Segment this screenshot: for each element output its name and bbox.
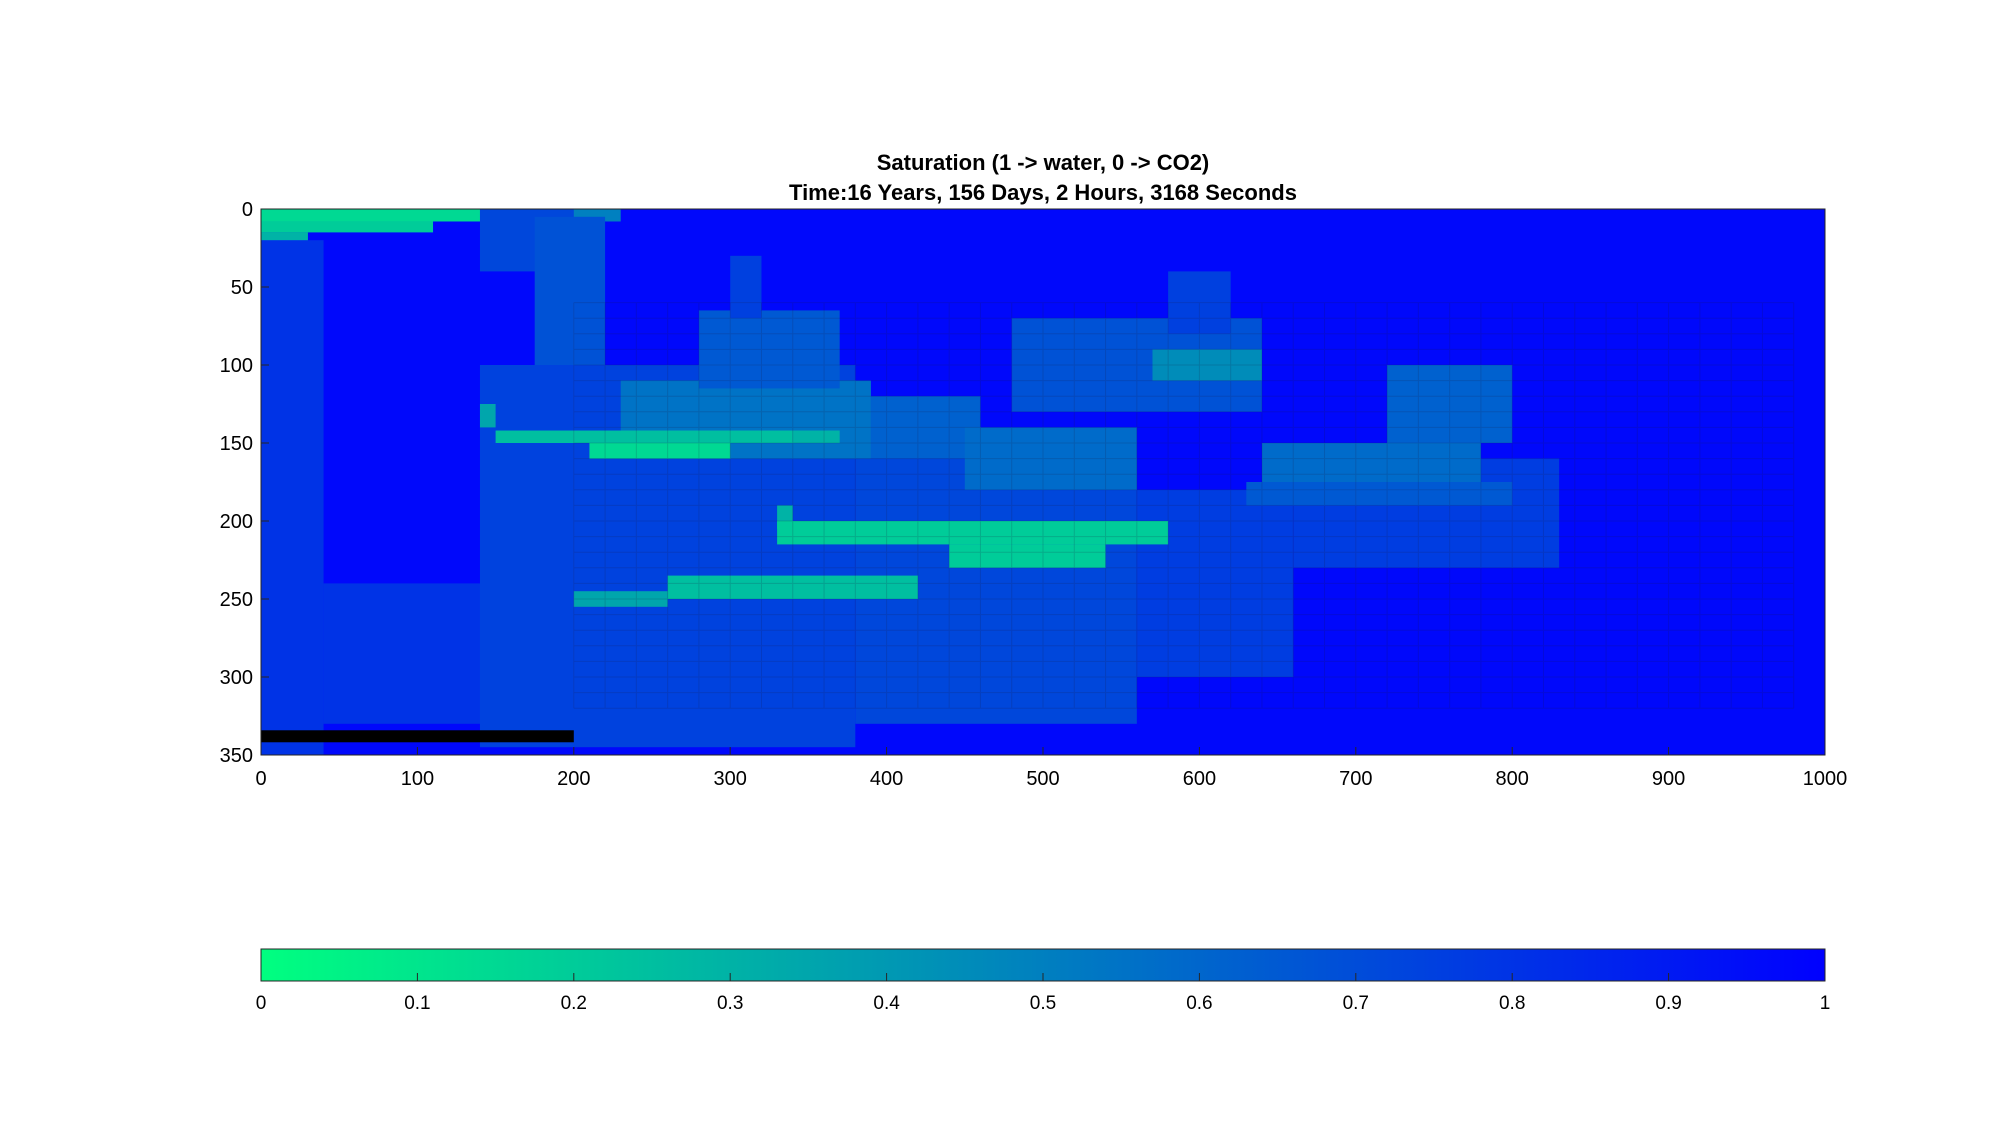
x-tick-label: 0 bbox=[255, 768, 266, 790]
colorbar-tick-label: 0.7 bbox=[1343, 993, 1369, 1014]
saturation-cell bbox=[1246, 482, 1513, 506]
saturation-cell bbox=[667, 575, 918, 599]
saturation-cell bbox=[870, 396, 981, 459]
saturation-cell bbox=[1168, 271, 1231, 334]
grid-cell-outlines bbox=[573, 302, 1795, 709]
colorbar-tick-label: 0.5 bbox=[1030, 993, 1056, 1014]
saturation-cell bbox=[792, 430, 840, 443]
x-tick-label: 100 bbox=[401, 768, 434, 790]
colorbar-tick-label: 0.3 bbox=[717, 993, 743, 1014]
x-tick-label: 700 bbox=[1339, 768, 1372, 790]
x-tick-label: 400 bbox=[870, 768, 903, 790]
x-tick-label: 1000 bbox=[1803, 768, 1848, 790]
y-tick-label: 350 bbox=[220, 745, 253, 767]
x-tick-label: 300 bbox=[714, 768, 747, 790]
colorbar-tick-label: 0.6 bbox=[1186, 993, 1212, 1014]
chart-title: Saturation (1 -> water, 0 -> CO2) bbox=[877, 150, 1210, 175]
y-tick-label: 250 bbox=[220, 589, 253, 611]
y-tick-label: 300 bbox=[220, 667, 253, 689]
saturation-cell bbox=[261, 221, 434, 233]
heatmap-cells bbox=[261, 209, 1560, 755]
x-tick-label: 500 bbox=[1026, 768, 1059, 790]
saturation-cell bbox=[534, 216, 606, 381]
colorbar-tick-label: 1 bbox=[1820, 993, 1831, 1014]
cell-outline-path bbox=[573, 302, 1795, 709]
x-tick-label: 200 bbox=[557, 768, 590, 790]
y-tick-label: 200 bbox=[220, 511, 253, 533]
colorbar-tick-label: 0 bbox=[256, 993, 267, 1014]
y-tick-label: 50 bbox=[231, 277, 253, 299]
saturation-cell bbox=[261, 240, 324, 755]
saturation-cell bbox=[949, 544, 1106, 568]
saturation-cell bbox=[777, 521, 1169, 545]
saturation-cell bbox=[261, 232, 308, 244]
saturation-cell bbox=[1152, 349, 1262, 381]
saturation-cell bbox=[479, 404, 496, 428]
saturation-cell bbox=[1261, 443, 1481, 482]
x-axis: 0 100 200 300 400 500 600 700 800 900 1000 bbox=[255, 747, 1847, 790]
y-tick-label: 100 bbox=[220, 355, 253, 377]
colorbar-tick-label: 0.4 bbox=[873, 993, 900, 1014]
colorbar-tick-label: 0.1 bbox=[404, 993, 430, 1014]
x-tick-label: 600 bbox=[1183, 768, 1216, 790]
saturation-cell bbox=[698, 310, 840, 389]
y-axis: 0 50 100 150 200 250 300 350 bbox=[220, 199, 269, 767]
saturation-cell bbox=[261, 209, 527, 222]
plot-area bbox=[260, 208, 1826, 756]
saturation-cell bbox=[964, 427, 1137, 490]
saturation-cell bbox=[730, 255, 762, 319]
injection-well-bar bbox=[261, 730, 574, 743]
saturation-cell bbox=[495, 430, 793, 443]
colorbar-ticks: 0 0.1 0.2 0.3 0.4 0.5 0.6 0.7 0.8 0.9 1 bbox=[256, 973, 1831, 1014]
colorbar: 0 0.1 0.2 0.3 0.4 0.5 0.6 0.7 0.8 0.9 1 bbox=[256, 948, 1831, 1014]
x-tick-label: 800 bbox=[1496, 768, 1529, 790]
y-tick-label: 0 bbox=[242, 199, 253, 221]
colorbar-tick-label: 0.8 bbox=[1499, 993, 1525, 1014]
chart-subtitle: Time:16 Years, 156 Days, 2 Hours, 3168 S… bbox=[789, 180, 1297, 205]
x-tick-label: 900 bbox=[1652, 768, 1685, 790]
saturation-cell bbox=[589, 443, 731, 459]
colorbar-tick-label: 0.9 bbox=[1655, 993, 1681, 1014]
y-tick-label: 150 bbox=[220, 433, 253, 455]
saturation-cell bbox=[573, 591, 668, 607]
colorbar-tick-label: 0.2 bbox=[561, 993, 587, 1014]
saturation-cell bbox=[1387, 365, 1513, 443]
